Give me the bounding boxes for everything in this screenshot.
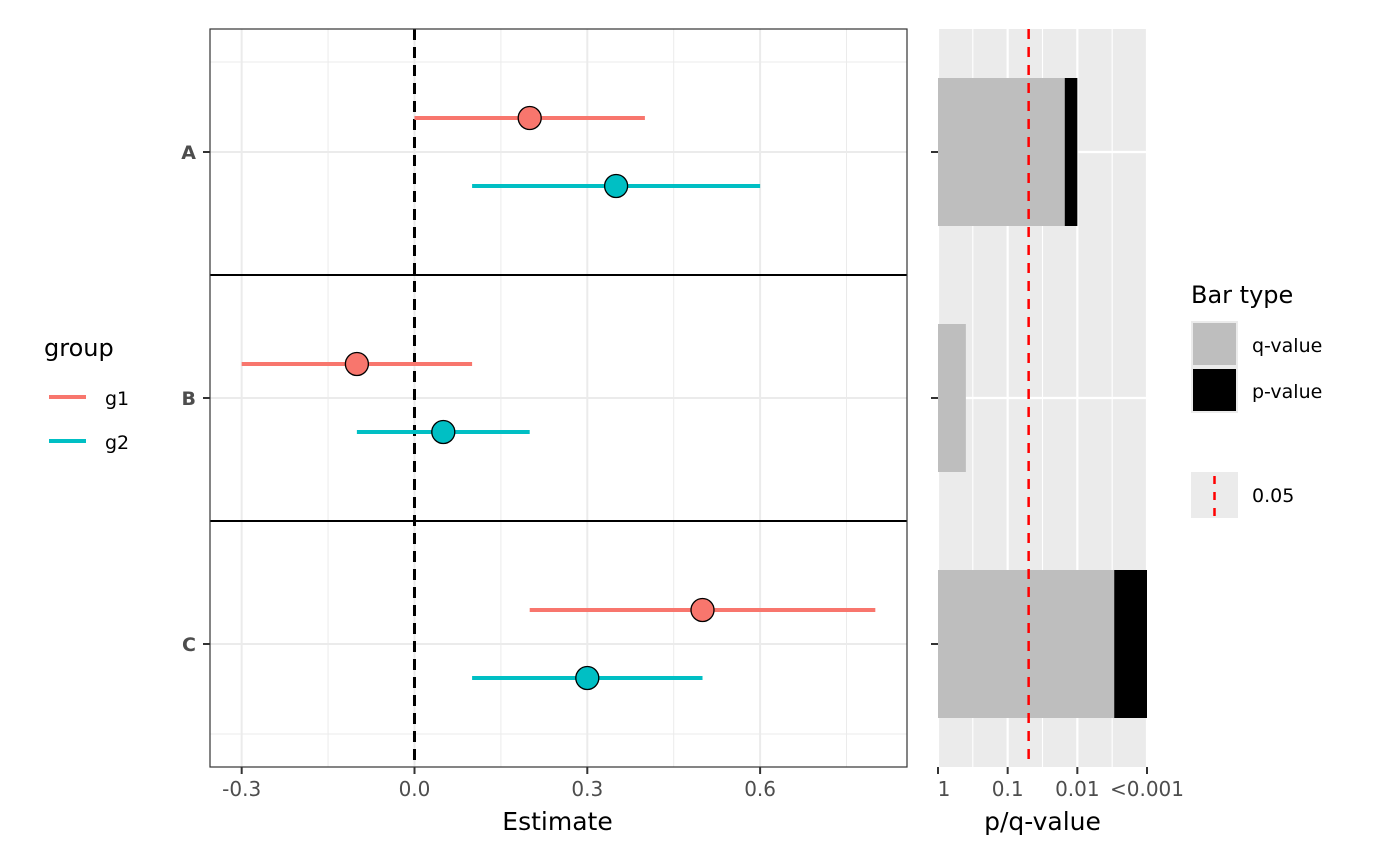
forest-plot-panel: -0.3 0.0 0.3 0.6 A B C Estimate — [181, 28, 908, 836]
legend-label-q-value: q-value — [1252, 335, 1322, 357]
legend-label-p-value: p-value — [1252, 381, 1322, 403]
legend-label-g2: g2 — [105, 432, 129, 454]
row-label-C: C — [182, 634, 196, 656]
point-g2-A — [603, 173, 629, 199]
legend-label-threshold: 0.05 — [1252, 485, 1294, 507]
bar-q-value-C — [938, 570, 1115, 718]
x-tick-label: 0.3 — [571, 777, 603, 801]
x-tick-label: 0.0 — [399, 777, 431, 801]
bar-x-axis: 1 0.1 0.01 <0.001 — [937, 767, 1184, 801]
legend-label-g1: g1 — [105, 388, 129, 410]
forest-x-axis: -0.3 0.0 0.3 0.6 — [222, 767, 776, 801]
bar-x-tick-label: 0.01 — [1055, 777, 1100, 801]
row-label-B: B — [182, 388, 196, 410]
bar-x-tick-label: <0.001 — [1110, 777, 1184, 801]
forest-y-axis: A B C — [181, 142, 210, 656]
pvalue-bar-panel: 1 0.1 0.01 <0.001 p/q-value — [931, 29, 1184, 836]
forest-marks — [241, 105, 876, 691]
bar-q-value-B — [938, 324, 966, 472]
x-tick-label: -0.3 — [222, 777, 261, 801]
legend-key-q-value — [1193, 323, 1236, 365]
bar-marks — [938, 78, 1147, 718]
group-legend: group g1 g2 — [44, 334, 129, 454]
bar-q-value-A — [938, 78, 1065, 226]
point-g1-B — [344, 351, 370, 377]
legend-key-p-value — [1193, 369, 1236, 411]
bar-legend-title: Bar type — [1191, 281, 1293, 309]
row-separators — [210, 274, 907, 522]
point-g2-C — [575, 665, 600, 691]
bar-x-axis-title: p/q-value — [984, 807, 1101, 836]
x-tick-label: 0.6 — [744, 777, 776, 801]
group-legend-title: group — [44, 334, 114, 362]
forest-x-axis-title: Estimate — [502, 807, 612, 836]
point-g2-B — [431, 419, 456, 445]
point-g1-C — [690, 597, 715, 623]
bar-y-axis — [931, 151, 938, 645]
bar-x-tick-label: 0.1 — [992, 777, 1024, 801]
bar-x-tick-label: 1 — [938, 777, 951, 801]
point-g1-A — [517, 105, 542, 131]
bar-type-legend: Bar type q-value p-value 0.05 — [1191, 281, 1322, 518]
row-label-A: A — [181, 142, 196, 164]
